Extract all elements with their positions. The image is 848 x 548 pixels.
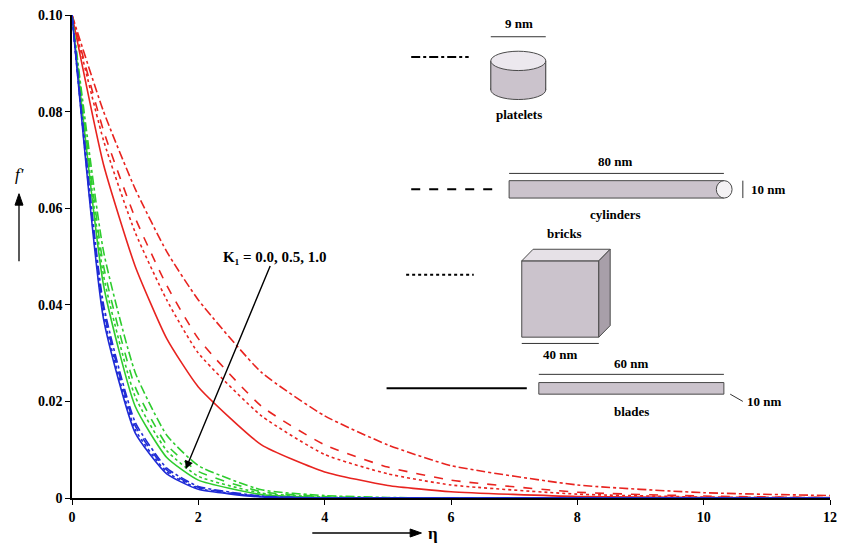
svg-text:2: 2 [195, 510, 202, 525]
svg-text:10 nm: 10 nm [747, 394, 781, 409]
svg-text:0.06: 0.06 [38, 201, 63, 216]
svg-text:0: 0 [55, 491, 62, 506]
svg-text:blades: blades [614, 404, 649, 419]
svg-text:12: 12 [823, 510, 837, 525]
svg-text:cylinders: cylinders [590, 207, 641, 222]
svg-text:bricks: bricks [547, 226, 582, 241]
svg-text:0.02: 0.02 [38, 394, 63, 409]
svg-text:f': f' [15, 165, 24, 184]
svg-text:4: 4 [321, 510, 328, 525]
svg-text:60 nm: 60 nm [614, 356, 648, 371]
svg-text:10: 10 [697, 510, 711, 525]
svg-text:K₁ = 0.0, 0.5, 1.0: K₁ = 0.0, 0.5, 1.0 [223, 249, 326, 265]
svg-text:9 nm: 9 nm [505, 16, 533, 31]
svg-text:40 nm: 40 nm [543, 347, 577, 362]
svg-text:0: 0 [69, 510, 76, 525]
svg-text:0.04: 0.04 [38, 298, 63, 313]
svg-text:0.08: 0.08 [38, 105, 63, 120]
svg-text:8: 8 [574, 510, 581, 525]
svg-text:η: η [428, 524, 438, 543]
svg-text:platelets: platelets [496, 107, 542, 122]
svg-text:80 nm: 80 nm [598, 154, 632, 169]
svg-text:0.10: 0.10 [38, 8, 63, 23]
svg-text:6: 6 [448, 510, 455, 525]
svg-text:10 nm: 10 nm [751, 182, 785, 197]
